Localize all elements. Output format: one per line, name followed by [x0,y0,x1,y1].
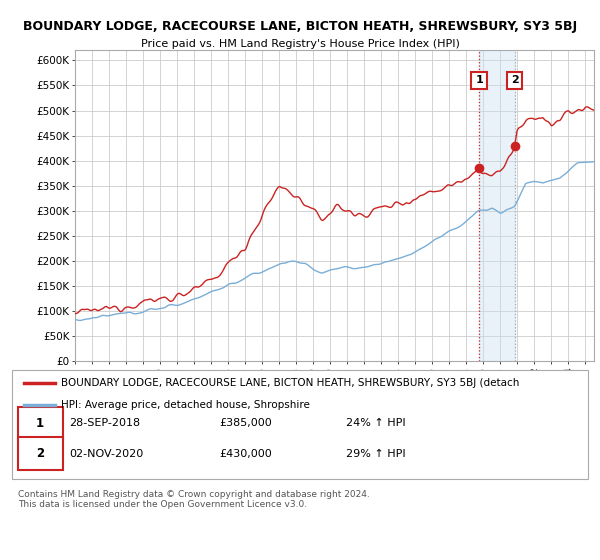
FancyBboxPatch shape [18,407,62,440]
Text: £385,000: £385,000 [220,418,272,428]
Text: 1: 1 [36,417,44,430]
Text: 1: 1 [475,76,483,86]
Text: 02-NOV-2020: 02-NOV-2020 [70,449,144,459]
Text: 28-SEP-2018: 28-SEP-2018 [70,418,141,428]
Text: BOUNDARY LODGE, RACECOURSE LANE, BICTON HEATH, SHREWSBURY, SY3 5BJ (detach: BOUNDARY LODGE, RACECOURSE LANE, BICTON … [61,377,520,388]
Text: £430,000: £430,000 [220,449,272,459]
Text: Price paid vs. HM Land Registry's House Price Index (HPI): Price paid vs. HM Land Registry's House … [140,39,460,49]
Text: 2: 2 [36,447,44,460]
Text: 2: 2 [511,76,518,86]
FancyBboxPatch shape [18,437,62,470]
Text: 29% ↑ HPI: 29% ↑ HPI [346,449,406,459]
Text: Contains HM Land Registry data © Crown copyright and database right 2024.
This d: Contains HM Land Registry data © Crown c… [18,490,370,510]
Text: HPI: Average price, detached house, Shropshire: HPI: Average price, detached house, Shro… [61,399,310,409]
Bar [479,50,515,361]
Text: 24% ↑ HPI: 24% ↑ HPI [346,418,406,428]
Text: BOUNDARY LODGE, RACECOURSE LANE, BICTON HEATH, SHREWSBURY, SY3 5BJ: BOUNDARY LODGE, RACECOURSE LANE, BICTON … [23,20,577,32]
